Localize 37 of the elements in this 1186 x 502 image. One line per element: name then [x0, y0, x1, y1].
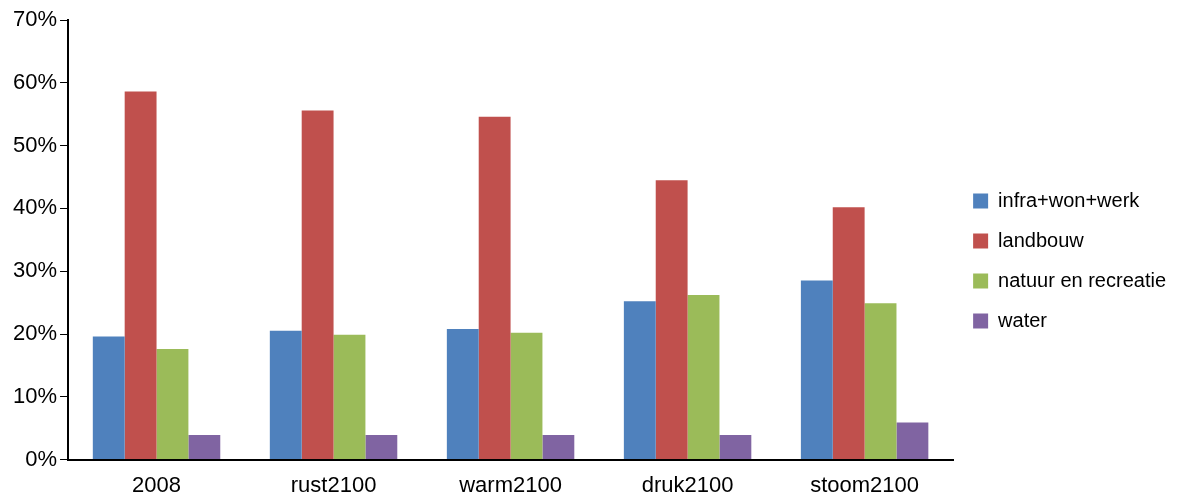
bar	[623, 301, 656, 460]
bar	[188, 435, 221, 460]
y-tick-label: 0%	[25, 445, 58, 471]
x-tick-label: stoom2100	[810, 471, 920, 497]
y-tick-label: 20%	[12, 320, 58, 346]
x-tick-label: druk2100	[641, 471, 734, 497]
y-tick-label: 30%	[12, 257, 58, 283]
bar	[832, 207, 865, 460]
bar	[156, 349, 189, 460]
bar	[687, 295, 720, 460]
bar	[800, 280, 833, 460]
legend-label: landbouw	[998, 228, 1085, 251]
legend-label: infra+won+werk	[998, 188, 1141, 211]
x-tick-label: warm2100	[458, 471, 562, 497]
bar	[510, 332, 543, 460]
y-tick-label: 10%	[12, 382, 58, 408]
legend-label: water	[997, 308, 1048, 331]
bar	[446, 328, 479, 460]
bar	[542, 435, 575, 460]
bar	[719, 435, 752, 460]
bar	[92, 336, 125, 460]
x-tick-label: rust2100	[290, 471, 377, 497]
y-tick-label: 60%	[12, 68, 58, 94]
legend-label: natuur en recreatie	[998, 268, 1167, 291]
bar	[333, 334, 366, 460]
bar	[864, 303, 897, 460]
bar	[655, 180, 688, 460]
bar	[896, 422, 929, 460]
bar	[269, 330, 302, 460]
y-tick-label: 40%	[12, 194, 58, 220]
y-tick-label: 50%	[12, 131, 58, 157]
bar	[301, 110, 334, 460]
bar	[124, 91, 157, 460]
bar	[478, 116, 511, 460]
y-tick-label: 70%	[12, 6, 58, 32]
x-tick-label: 2008	[132, 471, 182, 497]
bar	[365, 435, 398, 460]
